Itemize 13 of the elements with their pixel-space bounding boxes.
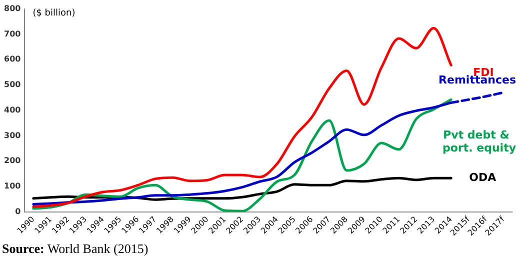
y-tick-label: 200 [4, 156, 22, 166]
source-note: Source: World Bank (2015) [2, 241, 148, 257]
y-tick-label: 400 [4, 105, 22, 114]
y-tick-label: 700 [4, 29, 22, 38]
y-tick-label: 300 [4, 130, 22, 140]
y-tick-label: 0 [15, 206, 22, 216]
y-tick-label: 600 [4, 54, 22, 64]
y-axis-title: ($ billion) [32, 8, 76, 19]
series-label: ODA [469, 170, 497, 184]
y-tick-label: 100 [4, 182, 22, 191]
series-label: Pvt debt & port. equity [442, 128, 516, 155]
y-tick-label: 500 [4, 80, 22, 90]
y-tick-label: 800 [4, 4, 22, 13]
